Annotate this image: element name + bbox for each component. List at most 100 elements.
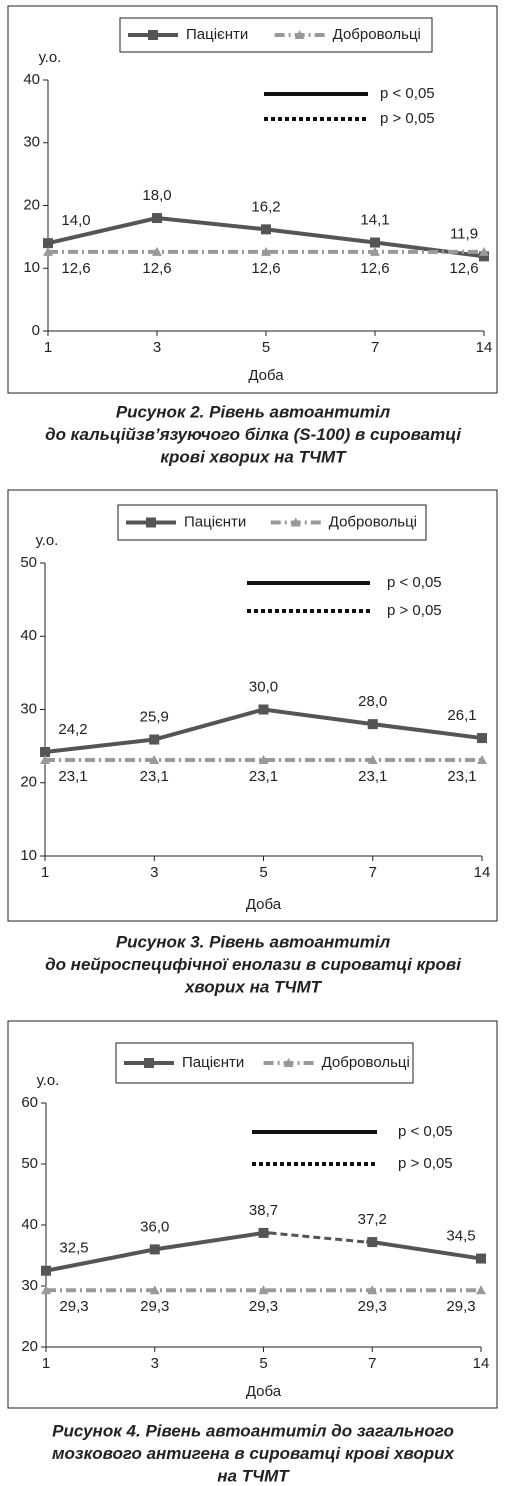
x-tick-label: 1 <box>42 1355 50 1372</box>
caption-line: мозкового антигена в сироватці крові хво… <box>52 1444 456 1463</box>
caption-line: Рисунок 4. Рівень автоантитіл до загальн… <box>52 1421 454 1440</box>
caption-line: до нейроспецифічної енолази в сироватці … <box>45 955 462 974</box>
marker-square <box>41 1265 51 1276</box>
x-tick-label: 14 <box>473 1355 490 1372</box>
marker-square <box>477 733 487 744</box>
marker-square <box>43 238 53 249</box>
x-tick-label: 5 <box>262 339 270 356</box>
marker-triangle <box>370 246 380 256</box>
legend-label: Пацієнти <box>184 513 246 530</box>
marker-triangle <box>367 1285 378 1295</box>
value-label: 25,9 <box>140 709 169 726</box>
chart-frame <box>7 5 498 394</box>
marker-square <box>479 251 489 262</box>
marker-triangle <box>290 517 301 527</box>
y-tick-label: 30 <box>20 700 37 717</box>
value-label: 23,1 <box>358 768 387 785</box>
marker-triangle <box>40 755 50 765</box>
marker-triangle <box>149 1285 160 1295</box>
y-tick-label: 20 <box>21 1338 38 1355</box>
annotation-text: p < 0,05 <box>380 85 435 102</box>
x-axis-label: Доба <box>246 896 282 913</box>
value-label: 37,2 <box>358 1211 387 1228</box>
value-label: 14,1 <box>360 211 389 228</box>
marker-square <box>258 1227 269 1238</box>
x-axis-label: Доба <box>248 367 284 384</box>
value-label: 26,1 <box>447 707 476 724</box>
marker-square <box>261 224 271 235</box>
value-label: 29,3 <box>140 1298 169 1315</box>
annotation-text: p > 0,05 <box>398 1155 453 1172</box>
y-tick-label: 50 <box>21 1155 38 1172</box>
value-label: 29,3 <box>358 1298 387 1315</box>
value-label: 16,2 <box>251 198 280 215</box>
x-tick-label: 1 <box>44 339 52 356</box>
value-label: 12,6 <box>449 260 478 277</box>
annotation-text: p < 0,05 <box>387 574 442 591</box>
annotation-text: p > 0,05 <box>387 602 442 619</box>
x-tick-label: 7 <box>368 1355 376 1372</box>
marker-square <box>148 30 158 40</box>
y-axis-label: у.о. <box>36 532 59 549</box>
x-tick-label: 3 <box>153 339 161 356</box>
x-tick-label: 7 <box>369 864 377 881</box>
x-tick-label: 14 <box>474 864 491 881</box>
value-label: 29,3 <box>249 1298 278 1315</box>
x-axis-label: Доба <box>246 1383 282 1400</box>
marker-triangle <box>43 246 53 256</box>
y-tick-label: 10 <box>20 847 37 864</box>
value-label: 34,5 <box>446 1228 475 1245</box>
annotation-text: p > 0,05 <box>380 110 435 127</box>
value-label: 11,9 <box>450 225 478 242</box>
x-tick-label: 3 <box>151 1355 159 1372</box>
marker-triangle <box>476 1285 486 1295</box>
legend-label: Пацієнти <box>186 26 248 43</box>
caption-line: крові хворих на ТЧМТ <box>160 447 347 466</box>
value-label: 18,0 <box>142 187 171 204</box>
legend-label: Добровольці <box>333 26 421 43</box>
value-label: 12,6 <box>61 260 90 277</box>
series-line <box>45 1230 482 1273</box>
marker-triangle <box>367 755 378 765</box>
y-axis-label: у.о. <box>39 49 62 66</box>
marker-square <box>144 1058 154 1068</box>
y-tick-label: 20 <box>20 774 37 791</box>
marker-triangle <box>152 246 162 256</box>
marker-triangle <box>261 246 271 256</box>
marker-triangle <box>294 30 305 39</box>
value-label: 28,0 <box>358 693 387 710</box>
x-tick-label: 5 <box>259 1355 267 1372</box>
value-label: 12,6 <box>360 260 389 277</box>
y-tick-label: 60 <box>21 1094 38 1111</box>
y-tick-label: 40 <box>23 71 40 88</box>
marker-triangle <box>41 1285 51 1295</box>
series-line <box>44 707 483 754</box>
marker-square <box>367 1237 378 1248</box>
marker-square <box>40 746 50 757</box>
caption-line: Рисунок 3. Рівень автоантитіл <box>116 932 391 951</box>
value-label: 24,2 <box>58 721 87 738</box>
chart-frame <box>7 1020 498 1409</box>
marker-triangle <box>149 755 160 765</box>
x-tick-label: 14 <box>476 339 493 356</box>
y-tick-label: 50 <box>20 554 37 571</box>
x-tick-label: 7 <box>371 339 379 356</box>
segment-style <box>269 1231 367 1244</box>
value-label: 36,0 <box>140 1218 169 1235</box>
x-tick-label: 1 <box>41 864 49 881</box>
y-tick-label: 10 <box>23 259 40 276</box>
marker-square <box>367 719 378 730</box>
annotation-text: p < 0,05 <box>398 1123 453 1140</box>
legend-label: Пацієнти <box>182 1054 244 1071</box>
y-tick-label: 40 <box>21 1216 38 1233</box>
marker-triangle <box>258 755 269 765</box>
x-tick-label: 3 <box>150 864 158 881</box>
value-label: 23,1 <box>249 768 278 785</box>
caption-line: на ТЧМТ <box>217 1466 290 1485</box>
chart-frame <box>7 489 498 922</box>
value-label: 12,6 <box>251 260 280 277</box>
marker-triangle <box>479 246 489 256</box>
marker-square <box>146 517 156 528</box>
value-label: 12,6 <box>142 260 171 277</box>
